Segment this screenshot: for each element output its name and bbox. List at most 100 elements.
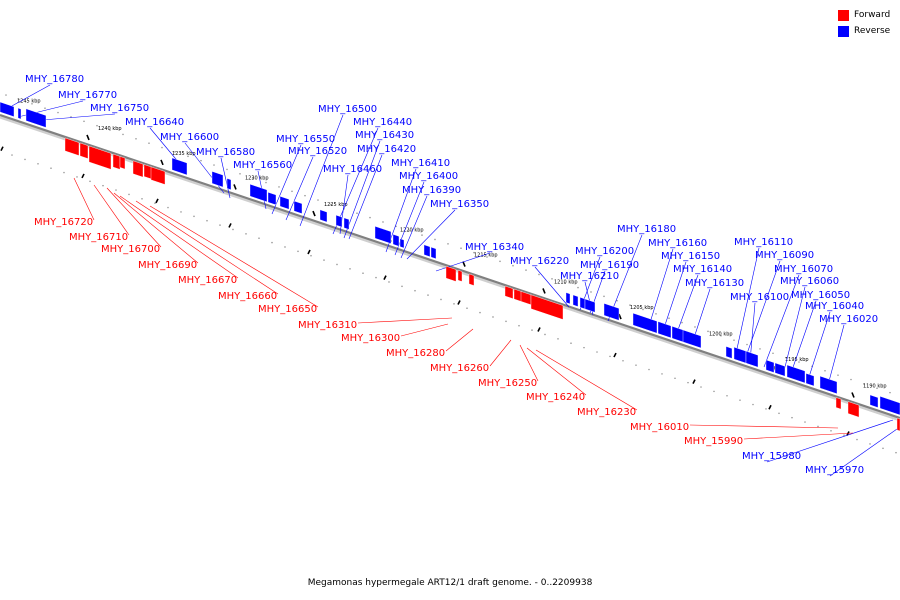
reverse-gene xyxy=(632,312,658,334)
reverse-gene xyxy=(226,178,232,191)
scale-tick xyxy=(312,210,316,217)
scale-tick xyxy=(618,313,622,320)
forward-gene xyxy=(132,160,144,178)
reverse-gene xyxy=(335,214,343,228)
forward-gene xyxy=(896,417,900,432)
label-leader-lines xyxy=(9,84,898,477)
gene-label: MHY_16280 xyxy=(386,348,445,359)
legend-item-forward: Forward xyxy=(838,8,900,22)
gene-label: MHY_15970 xyxy=(805,465,864,476)
reverse-gene xyxy=(171,157,188,176)
reverse-gene xyxy=(25,108,47,128)
gene-label: MHY_16640 xyxy=(125,117,184,128)
gene-label: MHY_16070 xyxy=(774,264,833,275)
reverse-gene xyxy=(249,183,268,203)
reverse-gene xyxy=(869,394,879,408)
forward-gene xyxy=(457,269,463,282)
reverse-gene xyxy=(423,244,431,258)
reverse-gene xyxy=(579,296,586,310)
gene-label: MHY_16230 xyxy=(577,407,636,418)
forward-gene xyxy=(468,273,475,286)
leader-line xyxy=(113,192,199,264)
forward-gene xyxy=(847,401,860,418)
track-dots xyxy=(5,94,897,454)
reverse-gene xyxy=(733,346,747,364)
leader-line xyxy=(400,323,449,337)
leader-line xyxy=(519,344,539,382)
forward-gene xyxy=(119,156,126,170)
leader-line xyxy=(674,274,699,339)
forward-gene xyxy=(150,166,166,185)
leader-line xyxy=(766,419,894,463)
reverse-gene xyxy=(293,200,303,214)
reverse-gene xyxy=(725,346,733,359)
leader-line xyxy=(445,328,474,352)
leader-line xyxy=(406,209,456,260)
scale-tick xyxy=(155,198,159,204)
leader-line xyxy=(149,205,319,308)
leader-line xyxy=(827,324,845,386)
gene-label: MHY_16020 xyxy=(819,314,878,325)
scale-tick xyxy=(537,327,541,332)
reverse-gene xyxy=(765,359,775,373)
leader-line xyxy=(743,260,781,363)
legend-label-forward: Forward xyxy=(854,10,891,20)
gene-label: MHY_16780 xyxy=(25,74,84,85)
leader-line xyxy=(807,311,831,381)
reverse-gene xyxy=(774,362,786,377)
reverse-gene xyxy=(319,209,328,223)
reverse-gene xyxy=(584,298,596,313)
scale-tick-label: 1195 kbp xyxy=(785,357,809,363)
gene-label: MHY_16710 xyxy=(69,232,128,243)
scale-tick xyxy=(160,159,164,166)
reverse-gene xyxy=(17,107,22,120)
gene-label: MHY_16720 xyxy=(34,217,93,228)
reverse-gene xyxy=(430,246,437,260)
forward-gene xyxy=(112,153,121,170)
reverse-gene xyxy=(392,234,400,247)
reverse-gene xyxy=(565,292,571,305)
gene-label: MHY_16050 xyxy=(791,290,850,301)
scale-tick xyxy=(233,184,237,190)
scale-tick xyxy=(228,223,232,228)
gene-label: MHY_16770 xyxy=(58,90,117,101)
reverse-gene xyxy=(211,171,224,188)
gene-label: MHY_16700 xyxy=(101,244,160,255)
scale-tick-label: 1200 kbp xyxy=(709,332,733,338)
gene-label: MHY_16200 xyxy=(575,246,634,257)
scale-tick xyxy=(768,404,772,410)
leader-line xyxy=(73,177,95,221)
gene-label: MHY_16130 xyxy=(685,278,744,289)
forward-gene xyxy=(835,397,842,410)
leader-line xyxy=(271,144,302,215)
gene-label: MHY_16040 xyxy=(805,301,864,312)
gene-label: MHY_16440 xyxy=(353,117,412,128)
reverse-gene xyxy=(572,294,579,307)
scale-tick xyxy=(457,300,461,305)
forward-gene xyxy=(445,265,457,282)
leader-line xyxy=(647,248,674,330)
scale-tick xyxy=(81,173,85,179)
leader-line xyxy=(119,195,239,279)
gene-label: MHY_16090 xyxy=(755,250,814,261)
gene-label: MHY_16160 xyxy=(648,238,707,249)
gene-label: MHY_16650 xyxy=(258,304,317,315)
gene-label: MHY_16390 xyxy=(402,185,461,196)
scale-tick xyxy=(851,392,855,398)
gene-label: MHY_16420 xyxy=(357,144,416,155)
leader-line xyxy=(285,156,314,221)
forward-gene xyxy=(79,142,89,159)
scale-tick xyxy=(692,379,696,385)
gene-label: MHY_16350 xyxy=(430,199,489,210)
scale-tick-label: 1190 kbp xyxy=(863,384,887,390)
gene-label: MHY_16310 xyxy=(298,320,357,331)
reverse-gene xyxy=(682,329,702,349)
gene-label: MHY_16220 xyxy=(510,256,569,267)
leader-line xyxy=(734,247,760,359)
gene-label: MHY_16340 xyxy=(465,242,524,253)
leader-line xyxy=(93,184,130,236)
scale-tick xyxy=(462,261,466,267)
leader-line xyxy=(534,266,570,308)
gene-label: MHY_16400 xyxy=(399,171,458,182)
